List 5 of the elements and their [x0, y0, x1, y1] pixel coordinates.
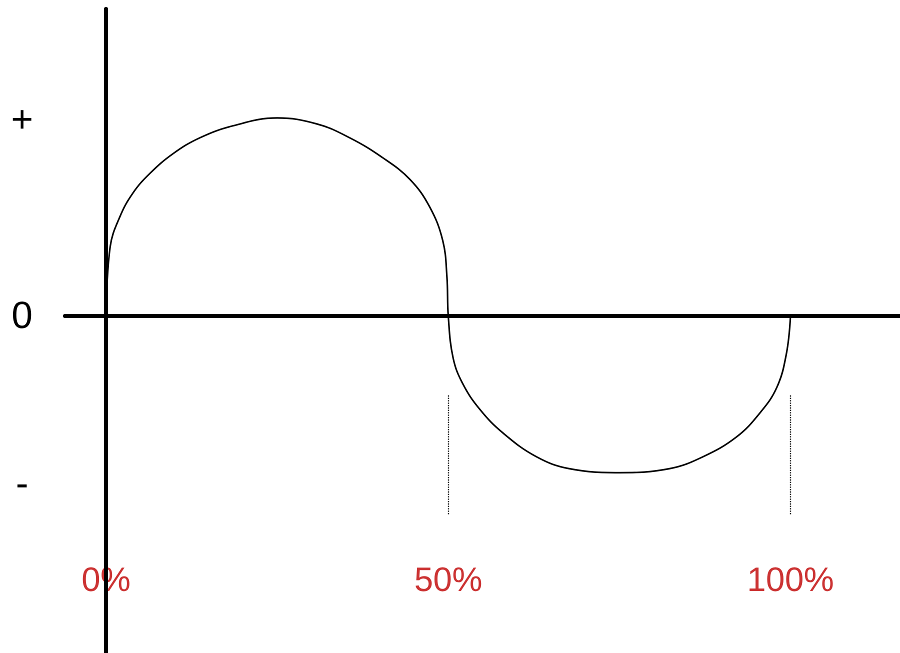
x-tick-label: 100% [747, 561, 834, 600]
text: + [10, 99, 34, 142]
text: 0 [11, 295, 33, 338]
text: - [16, 463, 28, 506]
x-tick-label: 50% [414, 561, 482, 600]
